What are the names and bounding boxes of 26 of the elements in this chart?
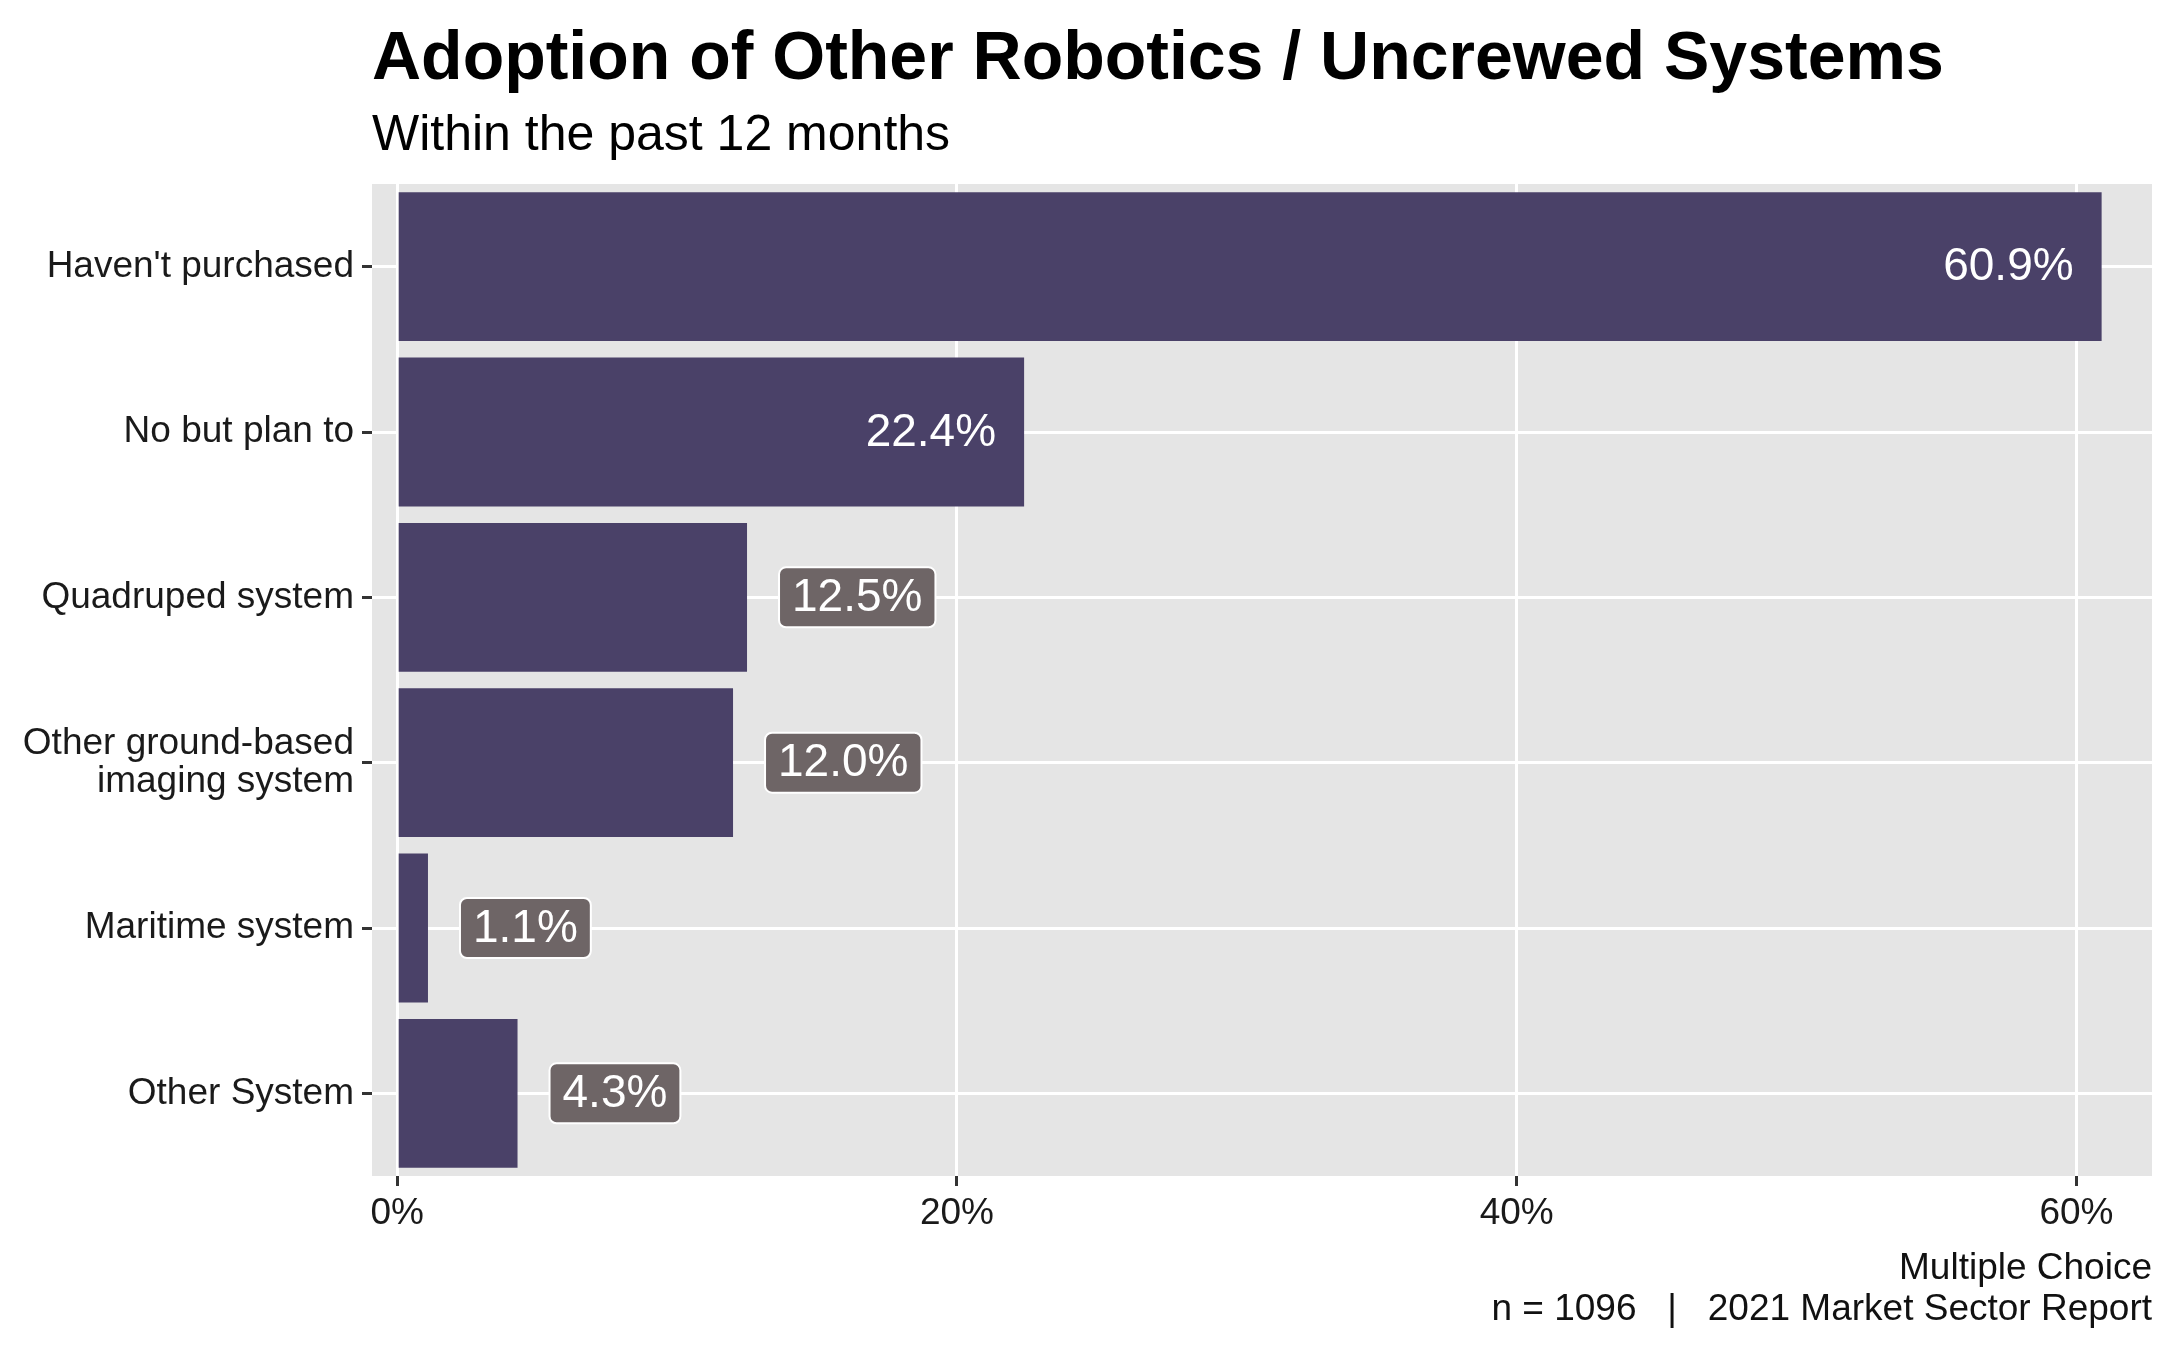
data-label: 1.1% xyxy=(472,899,578,952)
y-tick-label: Quadruped system xyxy=(41,574,354,616)
x-tick-label: 60% xyxy=(2039,1191,2114,1233)
chart-subtitle: Within the past 12 months xyxy=(372,105,951,161)
y-tick-label: Maritime system xyxy=(84,905,354,947)
y-tick-label: No but plan to xyxy=(123,409,354,451)
data-label: 12.0% xyxy=(778,734,909,787)
bar xyxy=(398,357,1025,507)
bar xyxy=(398,1018,518,1168)
y-tick-label: Other ground-based imaging system xyxy=(22,721,354,800)
x-tick-label: 0% xyxy=(370,1191,424,1233)
x-tick-label: 20% xyxy=(919,1191,994,1233)
data-label: 12.5% xyxy=(792,569,923,622)
chart-title: Adoption of Other Robotics / Uncrewed Systems xyxy=(372,17,1944,93)
text: n = 1096 | 2021 Market Sector Report xyxy=(1491,1287,2152,1328)
bar xyxy=(398,192,2102,342)
y-tick-label: Haven't purchased xyxy=(46,243,354,285)
y-tick-label: Other System xyxy=(127,1070,354,1112)
x-tick-label: 40% xyxy=(1479,1191,1554,1233)
bar xyxy=(398,853,428,1003)
data-label: 22.4% xyxy=(865,403,997,456)
bar xyxy=(398,522,748,672)
bar xyxy=(398,688,734,838)
data-label: 4.3% xyxy=(562,1065,668,1118)
text: Multiple Choice xyxy=(1899,1246,2152,1287)
data-label: 60.9% xyxy=(1943,238,2074,291)
